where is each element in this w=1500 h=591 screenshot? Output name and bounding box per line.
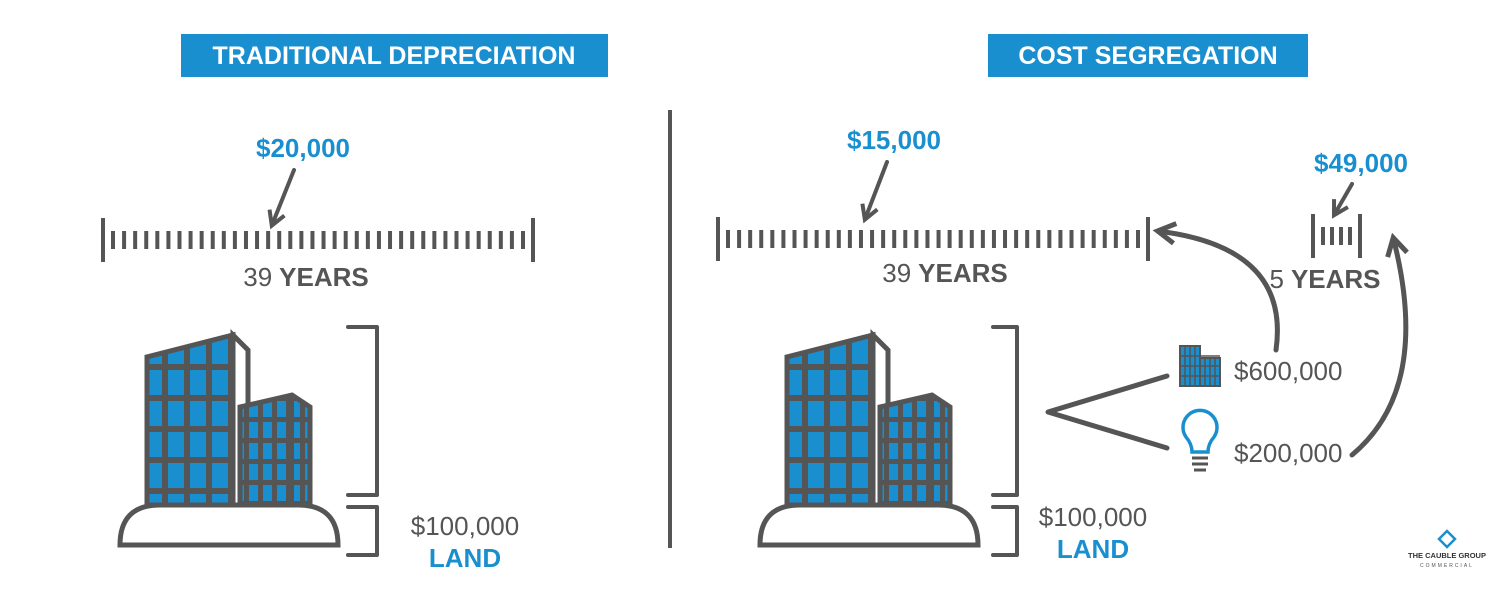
period: 5 YEARS — [1269, 264, 1380, 294]
land-label: LAND — [429, 543, 501, 573]
bracket — [991, 325, 1019, 497]
building — [760, 335, 978, 545]
title: TRADITIONAL DEPRECIATION — [213, 42, 576, 70]
lightbulb-icon — [1181, 408, 1219, 472]
bracket — [346, 505, 379, 557]
period: 39 YEARS — [243, 262, 369, 292]
title: COST SEGREGATION — [1018, 42, 1277, 70]
pointer-arrow — [267, 168, 296, 230]
long-amount: $15,000 — [847, 125, 941, 155]
curved-arrow — [1152, 221, 1280, 353]
annual-amount: $20,000 — [256, 133, 350, 163]
timeline — [716, 217, 1150, 261]
logo-name: THE CAUBLE GROUP — [1408, 551, 1486, 560]
component-value: $200,000 — [1234, 438, 1342, 468]
pointer-arrow — [1331, 182, 1354, 219]
component-value: $600,000 — [1234, 356, 1342, 386]
split-lines — [1045, 373, 1170, 451]
building — [120, 335, 338, 545]
short-amount: $49,000 — [1314, 148, 1408, 178]
land-value: $100,000 — [411, 511, 519, 541]
bracket — [346, 325, 379, 497]
logo-tagline: COMMERCIAL — [1420, 563, 1474, 569]
land-value: $100,000 — [1039, 502, 1147, 532]
title-box — [181, 34, 608, 77]
bracket — [991, 505, 1019, 557]
pointer-arrow — [860, 160, 889, 224]
logo: THE CAUBLE GROUP COMMERCIAL — [1408, 529, 1486, 569]
period: 39 YEARS — [882, 258, 1008, 288]
title-box — [988, 34, 1308, 77]
curved-arrow — [1349, 232, 1409, 458]
timeline — [101, 218, 535, 262]
timeline — [1311, 214, 1362, 258]
land-label: LAND — [1057, 534, 1129, 564]
building-icon — [1179, 345, 1221, 387]
